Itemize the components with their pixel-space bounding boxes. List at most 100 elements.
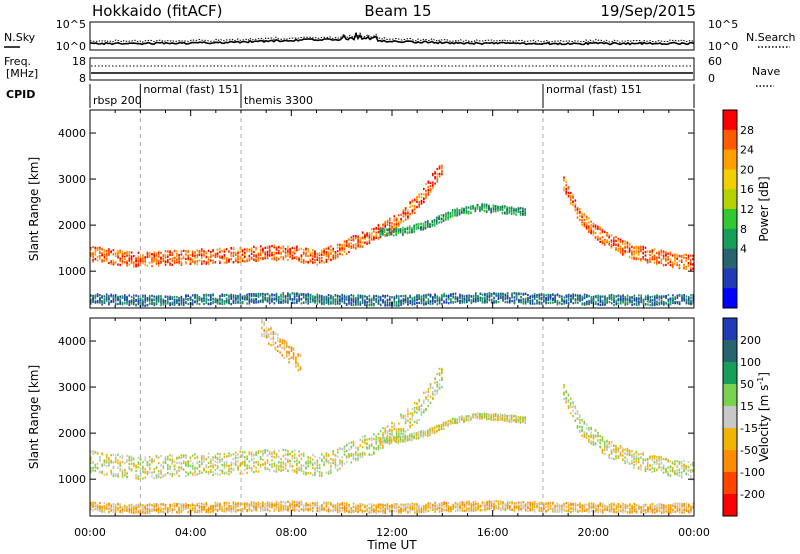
- power-cell: [112, 300, 115, 303]
- power-cell: [581, 218, 583, 221]
- velocity-cell: [377, 439, 380, 442]
- power-cell: [330, 300, 332, 303]
- velocity-cell: [262, 458, 264, 461]
- velocity-cell: [418, 405, 420, 408]
- power-cell: [513, 301, 516, 304]
- power-cell: [558, 295, 561, 298]
- power-cell: [490, 211, 492, 214]
- power-cell: [572, 297, 574, 300]
- power-cell: [662, 263, 665, 267]
- velocity-cell: [423, 391, 425, 394]
- velocity-cell: [357, 452, 359, 455]
- power-cell: [402, 209, 405, 212]
- power-cell: [350, 238, 353, 241]
- power-cell: [483, 206, 486, 209]
- power-cell: [137, 297, 140, 301]
- power-colorbar-swatch: [723, 129, 737, 151]
- power-cell: [692, 263, 694, 266]
- velocity-cell: [223, 466, 226, 470]
- velocity-cell: [416, 411, 418, 414]
- power-cell: [223, 256, 226, 259]
- velocity-cell: [176, 461, 178, 464]
- power-cell: [248, 293, 251, 296]
- power-cell: [361, 231, 364, 234]
- power-cell: [608, 297, 611, 300]
- velocity-cell: [273, 470, 276, 473]
- velocity-cell: [357, 454, 359, 457]
- power-cell: [665, 296, 667, 300]
- power-cell: [142, 294, 144, 297]
- power-cell: [445, 298, 448, 301]
- power-cell: [400, 303, 402, 306]
- power-cell: [366, 302, 368, 306]
- power-cell: [264, 251, 266, 254]
- power-cell: [273, 251, 276, 254]
- power-cell: [302, 293, 305, 296]
- power-cell: [268, 247, 271, 250]
- velocity-cell: [151, 471, 153, 474]
- power-cell: [289, 253, 291, 256]
- power-cell: [485, 210, 488, 213]
- power-cell: [173, 301, 176, 304]
- power-cell: [180, 299, 183, 302]
- power-cell: [606, 232, 608, 236]
- cpid-segment-label: normal (fast) 151: [143, 83, 239, 96]
- velocity-cell: [400, 432, 402, 435]
- power-cell: [511, 296, 513, 299]
- power-cell: [142, 300, 144, 303]
- power-cell: [237, 255, 239, 258]
- power-cell: [649, 250, 651, 254]
- power-cell: [563, 296, 565, 299]
- power-cell: [148, 297, 151, 300]
- power-cell: [384, 295, 386, 298]
- power-cell: [615, 248, 617, 251]
- power-cell: [508, 210, 511, 213]
- power-cell: [103, 298, 106, 301]
- power-cell: [409, 213, 411, 216]
- velocity-cell: [201, 458, 203, 461]
- power-cell: [350, 301, 353, 305]
- power-cell: [119, 259, 121, 262]
- power-cell: [325, 253, 328, 256]
- velocity-cell: [355, 453, 357, 456]
- velocity-cell: [110, 473, 112, 476]
- power-cell: [590, 230, 592, 233]
- velocity-cell: [370, 443, 373, 446]
- velocity-cell: [413, 408, 416, 411]
- power-cell: [404, 207, 407, 210]
- power-cell: [176, 259, 178, 262]
- nsearch-label: N.Search: [746, 31, 796, 44]
- power-cell: [561, 295, 563, 298]
- power-cell: [302, 261, 305, 264]
- power-cell: [325, 247, 328, 250]
- velocity-cell: [187, 462, 189, 466]
- velocity-cell: [114, 459, 117, 462]
- power-cell: [538, 301, 541, 304]
- power-cell: [619, 238, 622, 241]
- power-cell: [663, 295, 665, 298]
- velocity-cell: [296, 464, 298, 467]
- power-cell: [656, 300, 658, 303]
- velocity-cell: [160, 454, 162, 458]
- nsky-panel: N.Sky 10^5 10^0 10^5 10^0 N.Search: [4, 18, 796, 53]
- power-cell: [409, 302, 411, 305]
- power-cell: [436, 300, 439, 303]
- velocity-cell: [318, 464, 321, 467]
- velocity-cell: [144, 458, 146, 462]
- power-cell: [524, 213, 526, 216]
- velocity-cell: [325, 471, 328, 474]
- velocity-cell: [361, 451, 364, 454]
- power-cell: [336, 250, 339, 253]
- power-cell: [567, 191, 570, 194]
- power-cell: [408, 225, 411, 228]
- power-cell: [438, 175, 441, 178]
- power-cell: [296, 245, 298, 248]
- velocity-cell: [241, 462, 244, 465]
- power-cell: [445, 213, 447, 216]
- power-cell: [375, 294, 377, 298]
- velocity-cell: [339, 459, 341, 462]
- power-cell: [676, 294, 679, 297]
- power-cell: [348, 245, 350, 248]
- velocity-cell: [359, 444, 362, 447]
- power-cell: [153, 251, 155, 254]
